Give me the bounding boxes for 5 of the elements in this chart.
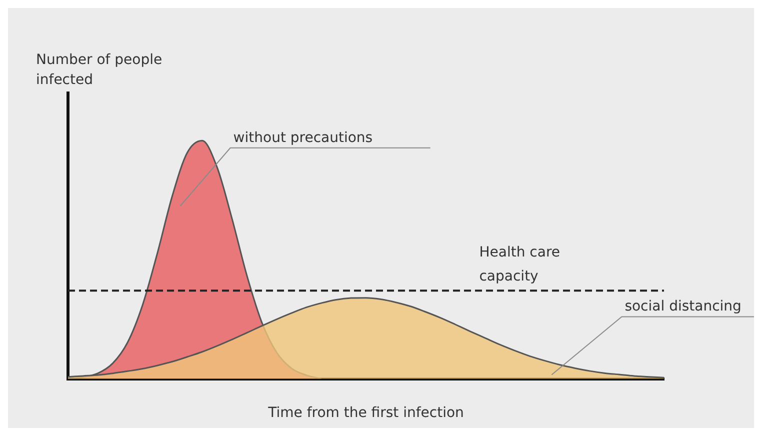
text: social distancing bbox=[624, 298, 742, 315]
series-label: without precautions bbox=[233, 130, 373, 146]
x-axis-title: Time from the first infection bbox=[267, 405, 464, 422]
ref-line-label: Health care capacity bbox=[479, 244, 560, 285]
y-axis-title: Number of people infected bbox=[36, 51, 164, 90]
